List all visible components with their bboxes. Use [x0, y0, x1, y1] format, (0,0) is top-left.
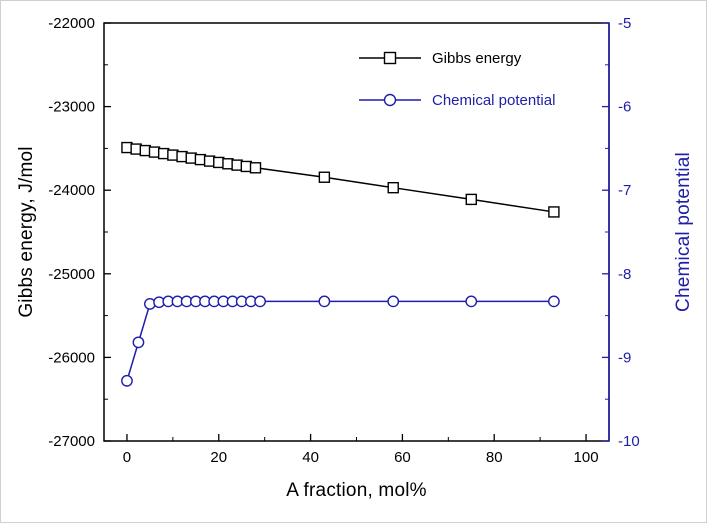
data-point-marker: [387, 295, 400, 308]
x-tick-label: 0: [123, 449, 131, 466]
x-tick-label: 20: [210, 449, 227, 466]
data-point-marker: [132, 336, 145, 349]
x-tick-label: 100: [574, 449, 599, 466]
x-axis-label: A fraction, mol%: [286, 480, 427, 501]
right-y-axis: -10 -9 -8 -7 -6 -5: [602, 15, 640, 450]
series-chemical-potential: [121, 295, 560, 387]
left-y-tick-label: -22000: [48, 15, 95, 32]
left-y-tick-label: -27000: [48, 433, 95, 450]
data-point-marker: [249, 162, 262, 174]
series-gibbs-energy: [121, 141, 560, 218]
left-y-tick-label: -23000: [48, 99, 95, 116]
data-point-marker: [548, 206, 560, 218]
data-point-marker: [254, 295, 266, 308]
left-y-tick-label: -25000: [48, 266, 95, 283]
legend-entry-chemical-potential: Chemical potential: [357, 91, 556, 109]
left-axis-label: Gibbs energy, J/mol: [16, 146, 37, 318]
data-point-marker: [465, 193, 477, 206]
data-point-marker: [548, 295, 560, 308]
data-point-marker: [465, 295, 478, 308]
x-axis: 0 20 40 60 80 100: [123, 434, 599, 466]
right-axis-label: Chemical potential: [673, 152, 694, 312]
left-y-tick-label: -24000: [48, 182, 95, 199]
data-point-marker: [121, 374, 133, 387]
chemical-potential-legend-sample-icon: [359, 93, 421, 107]
data-point-marker: [318, 295, 331, 308]
right-y-tick-label: -10: [618, 433, 640, 450]
legend-label-gibbs-energy: Gibbs energy: [432, 49, 522, 67]
left-y-tick-label: -26000: [48, 349, 95, 366]
x-tick-label: 80: [486, 449, 503, 466]
right-y-tick-label: -9: [618, 349, 631, 366]
x-tick-label: 60: [394, 449, 411, 466]
data-point-marker: [387, 181, 399, 194]
x-tick-label: 40: [302, 449, 319, 466]
data-point-marker: [318, 171, 331, 183]
right-y-tick-label: -6: [618, 99, 631, 116]
right-y-tick-label: -7: [618, 182, 631, 199]
legend: Gibbs energy Chemical potential: [357, 50, 555, 134]
legend-label-chemical-potential: Chemical potential: [432, 91, 556, 109]
right-y-tick-label: -8: [618, 266, 631, 283]
right-y-tick-label: -5: [618, 15, 631, 32]
left-y-axis: -27000 -26000 -25000 -24000 -23000 -22000: [48, 15, 111, 450]
gibbs-energy-legend-sample-icon: [359, 51, 421, 65]
legend-entry-gibbs-energy: Gibbs energy: [357, 49, 555, 67]
